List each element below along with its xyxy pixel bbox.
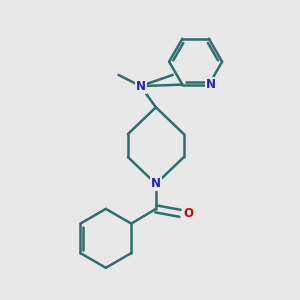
Text: N: N bbox=[136, 80, 146, 93]
Text: O: O bbox=[183, 207, 193, 220]
Text: N: N bbox=[151, 177, 161, 190]
Text: N: N bbox=[206, 78, 216, 91]
